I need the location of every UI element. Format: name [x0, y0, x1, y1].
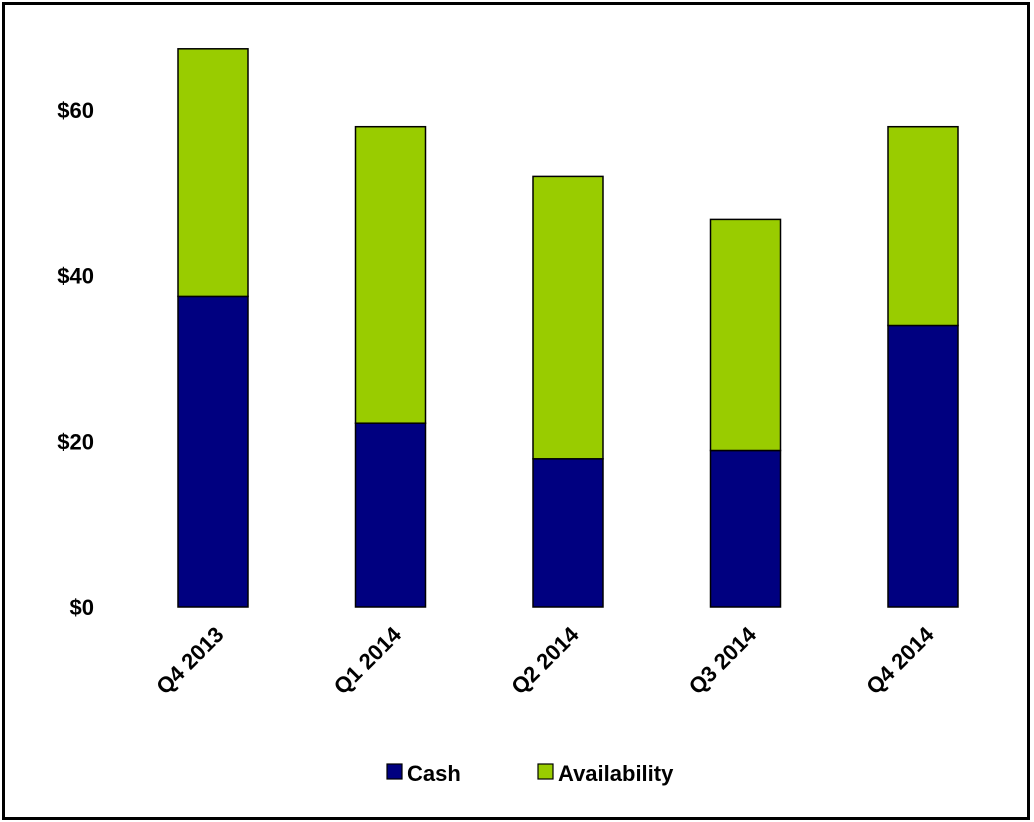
bar-availability-q3-2014 [709, 218, 782, 452]
bars-group [177, 48, 959, 608]
y-tick-label: $40 [57, 264, 94, 289]
legend-label-availability: Availability [558, 761, 674, 786]
x-tick-label: Q4 2014 [861, 621, 939, 699]
legend-swatch-availability [537, 763, 554, 780]
bar-cash-q3-2014 [709, 449, 782, 608]
legend-swatch-cash [386, 763, 403, 780]
bar-availability-q2-2014 [532, 175, 604, 460]
x-tick-label: Q2 2014 [506, 621, 584, 699]
y-axis-tick-labels: $0 $20 $40 $60 [57, 98, 94, 620]
legend-label-cash: Cash [407, 761, 461, 786]
y-tick-label: $60 [57, 98, 94, 123]
bar-cash-q4-2013 [177, 295, 249, 608]
bar-availability-q1-2014 [354, 125, 427, 424]
bar-cash-q2-2014 [532, 458, 604, 608]
bar-availability-q4-2014 [887, 125, 959, 327]
bar-cash-q1-2014 [354, 422, 427, 608]
legend: Cash Availability [386, 761, 674, 786]
y-tick-label: $0 [70, 595, 94, 620]
x-tick-label: Q3 2014 [684, 621, 762, 699]
x-axis-tick-labels: Q4 2013 Q1 2014 Q2 2014 Q3 2014 Q4 2014 [151, 621, 939, 699]
x-tick-label: Q1 2014 [329, 621, 407, 699]
y-tick-label: $20 [57, 429, 94, 454]
bar-availability-q4-2013 [177, 48, 249, 298]
x-tick-label: Q4 2013 [151, 622, 228, 699]
bar-cash-q4-2014 [887, 324, 959, 608]
